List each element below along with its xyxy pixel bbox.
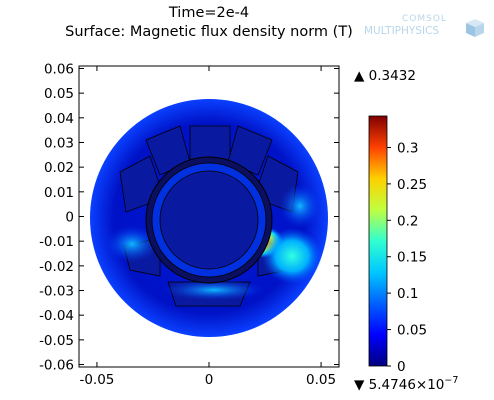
y-tick-label: -0.01 <box>39 234 74 250</box>
colorbar-tick-label: 0.1 <box>397 286 418 302</box>
colorbar-min-exponent: −7 <box>444 375 458 386</box>
flux-region-bottom <box>164 280 264 300</box>
colorbar-gradient <box>368 115 388 367</box>
y-tick-label: 0.06 <box>44 61 74 77</box>
title-line1: Time=2e-4 <box>168 5 250 21</box>
colorbar-tick-label: 0.15 <box>397 250 427 266</box>
y-tick-label: 0 <box>65 210 74 226</box>
title-line2: Surface: Magnetic flux density norm (T) <box>65 24 353 40</box>
y-tick-label: 0.04 <box>44 111 74 127</box>
colorbar-axis: 0.3 0.25 0.2 0.15 0.1 0.05 0 <box>387 140 427 375</box>
field-surface <box>90 99 328 337</box>
logo-line1: COMSOL <box>402 14 447 24</box>
logo-line2: MULTIPHYSICS <box>364 25 440 37</box>
colorbar-tick-label: 0.25 <box>397 177 427 193</box>
rotor-core <box>159 170 259 270</box>
colorbar-tick-label: 0 <box>397 359 406 375</box>
colorbar-min-mantissa: ▼ 5.4746×10 <box>354 377 444 393</box>
y-tick-label: 0.02 <box>44 160 74 176</box>
flux-region-right-upper <box>280 184 320 228</box>
cube-icon <box>466 19 484 37</box>
flux-region-left-lower <box>106 226 158 262</box>
flux-region-right-lower <box>262 228 322 284</box>
y-axis: 0.06 0.05 0.04 0.03 0.02 0.01 0 -0.01 -0.02 -0.03… <box>39 61 339 374</box>
y-tick-label: -0.02 <box>39 259 74 275</box>
colorbar-tick-label: 0.05 <box>397 323 427 339</box>
comsol-logo: COMSOL MULTIPHYSICS <box>364 14 494 50</box>
x-tick-label: -0.05 <box>79 372 114 388</box>
x-axis: -0.05 0 0.05 <box>79 66 336 388</box>
x-tick-label: 0 <box>205 372 214 388</box>
y-tick-label: -0.04 <box>39 308 74 324</box>
colorbar-min-label: ▼ 5.4746×10−7 <box>354 375 458 393</box>
colorbar-tick-label: 0.2 <box>397 213 418 229</box>
y-tick-label: 0.03 <box>44 135 74 151</box>
y-tick-label: -0.05 <box>39 333 74 349</box>
y-tick-label: -0.06 <box>39 358 74 374</box>
colorbar-tick-label: 0.3 <box>397 140 418 156</box>
colorbar-max-label: ▲ 0.3432 <box>354 68 416 84</box>
y-tick-label: 0.05 <box>44 86 74 102</box>
y-tick-label: 0.01 <box>44 185 74 201</box>
y-tick-label: -0.03 <box>39 284 74 300</box>
x-tick-label: 0.05 <box>306 372 336 388</box>
